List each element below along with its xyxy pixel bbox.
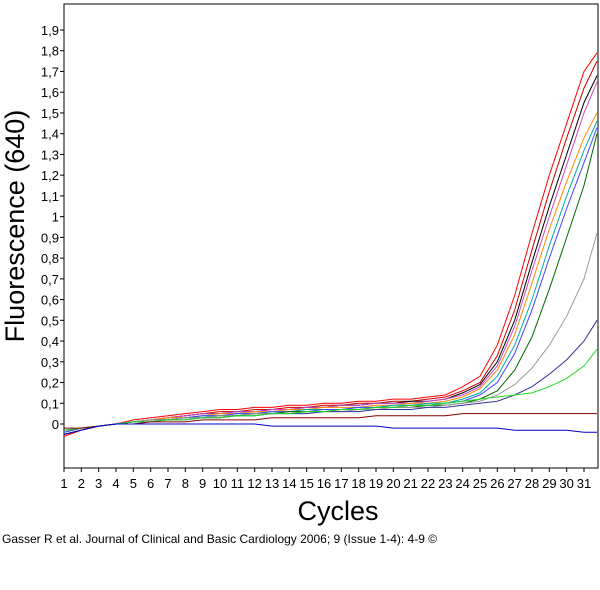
x-tick-label: 17 [334, 476, 348, 491]
x-tick-label: 6 [147, 476, 154, 491]
x-tick-label: 13 [265, 476, 279, 491]
y-tick-label: 0,4 [41, 334, 59, 349]
x-tick-label: 4 [112, 476, 119, 491]
y-tick-labels: 0 0,1 0,2 0,3 0,4 0,5 0,6 0,7 0,8 0,9 1 1,1 1,2 1,3 1,… [41, 23, 64, 432]
x-tick-label: 21 [403, 476, 417, 491]
series-line-13 [63, 423, 597, 435]
x-tick-label: 2 [78, 476, 85, 491]
x-tick-label: 31 [577, 476, 591, 491]
x-tick-label: 22 [421, 476, 435, 491]
x-tick-label: 24 [455, 476, 469, 491]
y-tick-label: 1,7 [41, 64, 59, 79]
x-tick-label: 11 [231, 476, 245, 491]
y-tick-label: 0,8 [41, 251, 59, 266]
y-tick-label: 0 [52, 417, 59, 432]
series-line-1 [63, 52, 598, 437]
x-axis-label: Cycles [297, 496, 378, 526]
y-tick-label: 1 [52, 210, 59, 225]
y-tick-label: 1,8 [41, 44, 59, 59]
y-axis-label: Fluorescence (640) [0, 110, 30, 343]
y-tick-label: 1,9 [41, 23, 59, 38]
x-tick-label: 19 [369, 476, 383, 491]
y-tick-label: 0,3 [41, 355, 59, 370]
citation-text: Gasser R et al. Journal of Clinical and … [2, 532, 438, 546]
y-tick-label: 1,2 [41, 168, 59, 183]
plot-area-border [63, 3, 599, 469]
x-tick-label: 10 [213, 476, 227, 491]
x-tick-label: 1 [60, 476, 67, 491]
x-tick-label: 9 [199, 476, 206, 491]
x-tick-label: 23 [438, 476, 452, 491]
x-tick-label: 5 [130, 476, 137, 491]
x-tick-label: 30 [559, 476, 573, 491]
x-tick-label: 15 [299, 476, 313, 491]
x-tick-label: 14 [282, 476, 296, 491]
x-tick-label: 28 [525, 476, 539, 491]
y-tick-label: 0,7 [41, 272, 59, 287]
x-tick-label: 8 [182, 476, 189, 491]
y-tick-label: 1,1 [41, 189, 59, 204]
y-tick-label: 0,2 [41, 376, 59, 391]
y-tick-label: 1,4 [41, 127, 59, 142]
x-tick-label: 29 [542, 476, 556, 491]
x-tick-label: 12 [247, 476, 261, 491]
x-tick-label: 20 [386, 476, 400, 491]
x-tick-label: 16 [317, 476, 331, 491]
y-tick-label: 0,6 [41, 293, 59, 308]
x-tick-label: 7 [164, 476, 171, 491]
y-tick-label: 0,1 [41, 396, 59, 411]
y-tick-label: 1,5 [41, 106, 59, 121]
y-tick-label: 1,3 [41, 147, 59, 162]
y-tick-label: 1,6 [41, 85, 59, 100]
y-tick-label: 0,9 [41, 230, 59, 245]
series-line-12 [64, 413, 597, 429]
x-tick-label: 25 [473, 476, 487, 491]
x-tick-label: 27 [507, 476, 521, 491]
plot-frame [63, 3, 599, 469]
series-layer [63, 52, 598, 437]
x-tick-label: 3 [95, 476, 102, 491]
x-tick-label: 26 [490, 476, 504, 491]
x-tick-labels: 1 2 3 4 5 6 7 8 9 10 11 12 13 14 15 16 17 18 19 20 21 22 23 24 2… [60, 468, 591, 491]
y-tick-label: 0,5 [41, 313, 59, 328]
x-tick-label: 18 [351, 476, 365, 491]
